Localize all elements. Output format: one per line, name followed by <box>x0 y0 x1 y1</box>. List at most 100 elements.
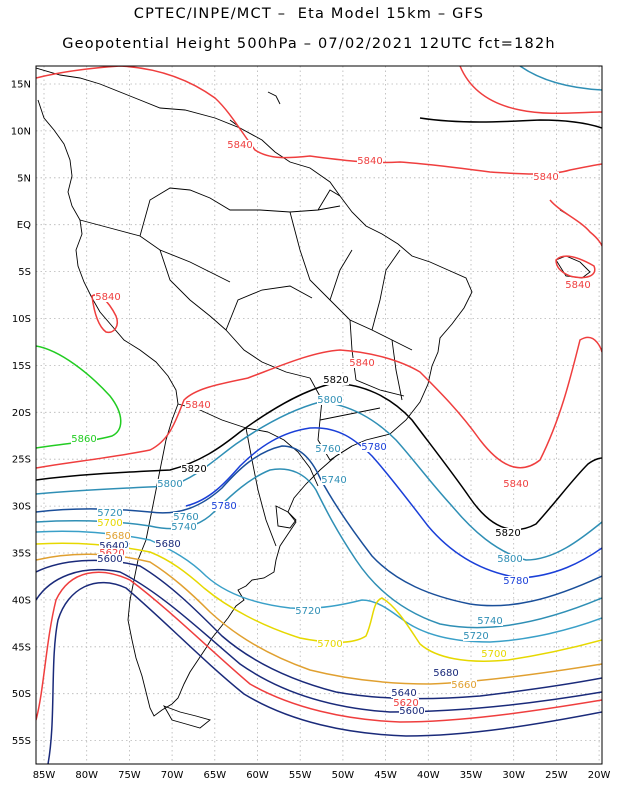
lat-tick-label: EQ <box>17 220 31 231</box>
contour-label: 5840 <box>503 479 528 490</box>
contour-label: 5780 <box>361 442 386 453</box>
contour-label: 5660 <box>451 680 476 691</box>
contour-label: 5840 <box>357 156 382 167</box>
contour-label: 5760 <box>315 444 340 455</box>
contours <box>36 66 602 764</box>
contour-5720 <box>36 530 602 643</box>
longitude-labels: 85W 80W 75W 70W 65W 60W 55W 50W 45W 40W 35W 30W 25W 2… <box>33 770 611 781</box>
contour-label-bg <box>155 539 181 549</box>
contour-5840-small <box>555 255 596 279</box>
lat-tick-label: 15N <box>11 80 31 91</box>
contour-label-bg <box>349 358 375 368</box>
contour-5660 <box>36 559 602 700</box>
lon-tick-label: 50W <box>332 770 355 781</box>
contour-label: 5720 <box>97 508 122 519</box>
contour-label-bg <box>97 518 123 528</box>
contour-label: 5680 <box>155 539 180 550</box>
contour-label: 5820 <box>323 375 348 386</box>
contour-label: 5720 <box>463 631 488 642</box>
contour-label-bg <box>451 680 477 690</box>
contour-label-bg <box>361 442 387 452</box>
contour-label-bg <box>173 512 199 522</box>
lon-tick-label: 35W <box>460 770 483 781</box>
contour-label: 5760 <box>173 512 198 523</box>
coastlines <box>36 67 591 729</box>
lat-tick-label: 30S <box>12 502 31 513</box>
contour-5640 <box>36 568 602 713</box>
contour-label-bg <box>227 140 253 150</box>
contour-label-bg <box>295 606 321 616</box>
contour-label: 5840 <box>95 292 120 303</box>
contour-label-bg <box>181 464 207 474</box>
contour-label-bg <box>315 444 341 454</box>
contour-5820-north <box>419 117 602 129</box>
contour-label-bg <box>399 706 425 716</box>
contour-label-bg <box>211 501 237 511</box>
contour-5740 <box>36 468 602 629</box>
country-borders <box>79 187 341 547</box>
contour-label: 5840 <box>185 400 210 411</box>
lat-tick-label: 45S <box>12 642 31 653</box>
contour-5780 <box>185 427 602 579</box>
lat-tick-label: 5N <box>17 173 31 184</box>
lat-tick-label: 20S <box>12 408 31 419</box>
contour-label-bg <box>317 395 343 405</box>
contour-label: 5700 <box>481 649 506 660</box>
contour-label-bg <box>391 688 417 698</box>
lon-tick-label: 40W <box>417 770 440 781</box>
contour-5840-closed <box>549 199 602 247</box>
map-frame <box>35 65 603 765</box>
lon-tick-label: 20W <box>588 770 611 781</box>
title-line-1: CPTEC/INPE/MCT – Eta Model 15km – GFS <box>133 6 485 22</box>
contour-label-bg <box>497 554 523 564</box>
contour-label: 5640 <box>391 688 416 699</box>
lon-tick-label: 25W <box>545 770 568 781</box>
contour-label: 5800 <box>497 554 522 565</box>
contour-5700 <box>36 542 602 662</box>
contour-label-bg <box>99 548 125 558</box>
lat-tick-label: 40S <box>12 595 31 606</box>
contour-5600 <box>47 581 602 764</box>
lat-tick-label: 10N <box>11 126 31 137</box>
contour-label-bg <box>99 541 125 551</box>
contour-label-bg <box>533 172 559 182</box>
contour-label: 5800 <box>317 395 342 406</box>
contour-5760 <box>36 445 602 607</box>
lon-tick-label: 60W <box>246 770 269 781</box>
contour-label-bg <box>95 292 121 302</box>
contour-5680 <box>36 553 602 685</box>
tierra-del-fuego <box>162 705 211 729</box>
contour-label-bg <box>71 434 97 444</box>
contour-label: 5820 <box>495 528 520 539</box>
contour-label-bg <box>317 639 343 649</box>
contour-label: 5620 <box>99 548 124 559</box>
contour-5860 <box>36 345 122 449</box>
lat-tick-label: 15S <box>12 361 31 372</box>
lon-tick-label: 45W <box>374 770 397 781</box>
contour-5840-north <box>36 66 602 175</box>
lon-tick-label: 85W <box>33 770 56 781</box>
contour-label-bg <box>185 400 211 410</box>
contour-label: 5720 <box>295 606 320 617</box>
contour-label-bg <box>105 531 131 541</box>
contour-label-bg <box>433 668 459 678</box>
contour-label: 5840 <box>349 358 374 369</box>
contour-label: 5680 <box>433 668 458 679</box>
contour-label-bg <box>323 375 349 385</box>
latitude-labels: 15N 10N 5N EQ 5S 10S 15S 20S 25S 30S 35S 40S 45S 50S 5… <box>11 80 31 748</box>
contour-label-bg <box>321 475 347 485</box>
contour-label: 5740 <box>321 475 346 486</box>
lat-tick-label: 55S <box>12 736 31 747</box>
lon-tick-label: 30W <box>502 770 525 781</box>
lon-tick-label: 80W <box>75 770 98 781</box>
lon-tick-label: 75W <box>118 770 141 781</box>
contour-5820 <box>36 383 602 531</box>
contour-label: 5800 <box>157 479 182 490</box>
lon-tick-label: 70W <box>161 770 184 781</box>
contour-label: 5700 <box>317 639 342 650</box>
contour-label: 5620 <box>393 698 418 709</box>
contour-labels: 5840 5840 5840 5840 5840 5840 5840 5840 5860 5820… <box>71 140 591 717</box>
contour-label-bg <box>477 616 503 626</box>
contour-label-bg <box>463 631 489 641</box>
